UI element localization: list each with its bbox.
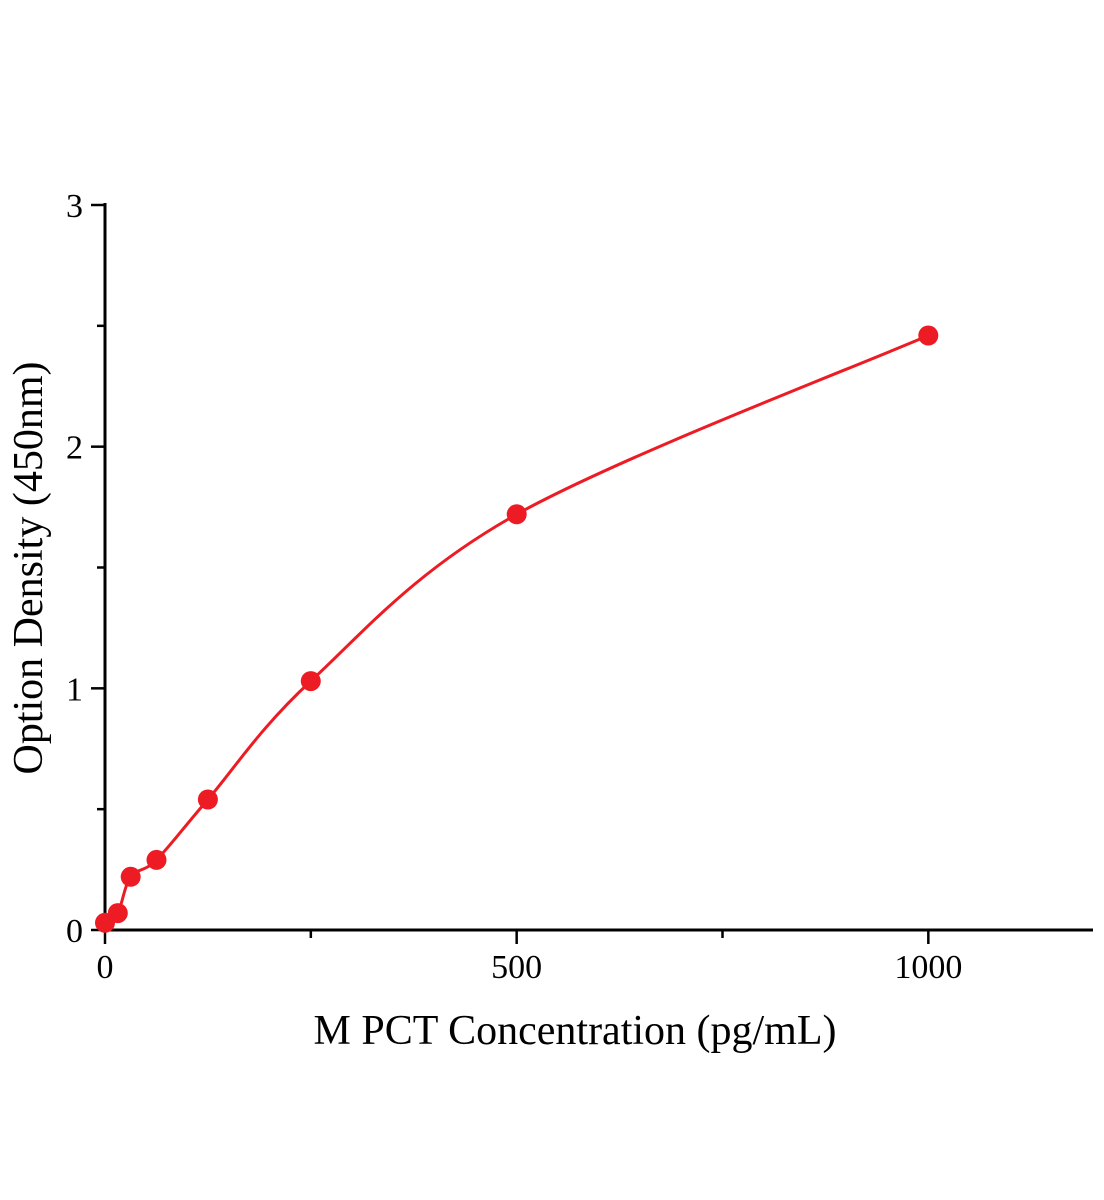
- data-point: [197, 789, 218, 810]
- data-point: [120, 866, 141, 887]
- x-tick-label: 0: [97, 949, 114, 986]
- y-axis-label: Option Density (450nm): [6, 362, 52, 775]
- data-point: [300, 671, 321, 692]
- y-tick-label: 2: [66, 430, 83, 467]
- data-point: [506, 504, 527, 525]
- plot-area: 0 500 1000 0 1 2 3: [66, 188, 1093, 986]
- data-point: [107, 903, 128, 924]
- y-tick-label: 1: [66, 671, 83, 708]
- x-tick-label: 500: [491, 949, 542, 986]
- x-axis-label: M PCT Concentration (pg/mL): [313, 1008, 836, 1054]
- x-tick-label: 1000: [894, 949, 962, 986]
- fit-curve: [103, 334, 930, 925]
- y-tick-label: 0: [66, 913, 83, 950]
- data-point: [918, 325, 939, 346]
- data-point: [146, 849, 167, 870]
- y-tick-label: 3: [66, 188, 83, 225]
